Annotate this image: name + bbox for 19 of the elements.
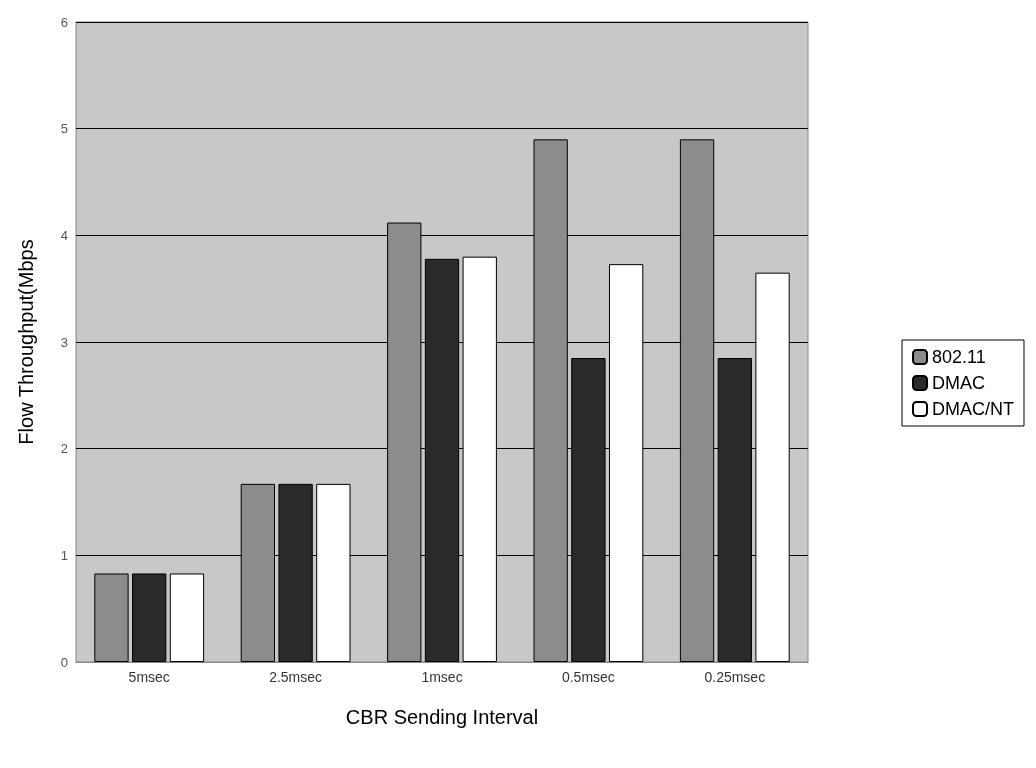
legend-label: DMAC — [932, 373, 986, 393]
y-axis-title: Flow Throughput(Mbps — [15, 239, 37, 445]
legend-label: 802.11 — [932, 347, 986, 367]
y-tick-label: 6 — [60, 14, 68, 30]
x-tick-label: 2.5msec — [269, 669, 323, 685]
bar — [169, 573, 205, 662]
y-tick-label: 5 — [60, 121, 68, 137]
y-tick-label: 4 — [60, 227, 68, 243]
y-tick-label: 1 — [60, 547, 68, 563]
y-tick-label: 3 — [60, 334, 68, 350]
legend-label: DMAC/NT — [932, 399, 1015, 419]
x-tick-label: 1msec — [421, 669, 463, 685]
y-tick-label: 0 — [60, 654, 68, 670]
x-axis-title: CBR Sending Interval — [345, 706, 539, 728]
x-tick-label: 5msec — [128, 669, 170, 685]
x-tick-label: 0.25msec — [704, 669, 766, 685]
y-tick-label: 2 — [60, 441, 68, 457]
bar — [132, 573, 167, 662]
x-tick-label: 0.5msec — [561, 669, 615, 685]
